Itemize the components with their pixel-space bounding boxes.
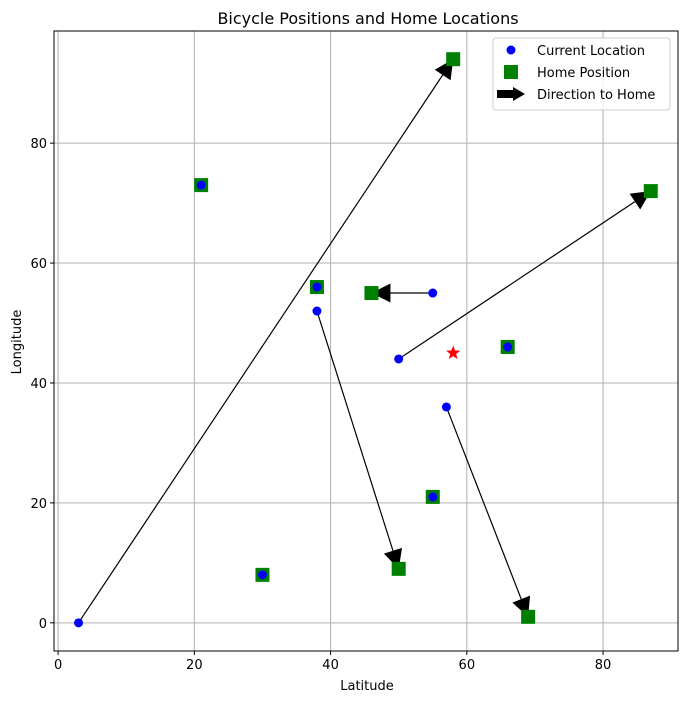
tick-layer: 0 20 40 60 80 0 20 40 60 80	[30, 137, 611, 673]
direction-arrow	[445, 406, 531, 617]
home-position-marker	[364, 286, 379, 301]
current-markers-layer	[74, 180, 513, 628]
direction-arrow	[78, 59, 454, 624]
current-location-marker	[428, 492, 438, 502]
direction-arrow	[371, 283, 433, 303]
y-tick-label: 20	[30, 497, 47, 512]
legend-label: Direction to Home	[537, 88, 655, 103]
current-location-marker	[257, 570, 267, 580]
arrow-head	[371, 283, 391, 303]
legend-box	[492, 37, 671, 111]
arrows-layer	[78, 59, 651, 624]
current-location-marker	[503, 342, 513, 352]
current-location-marker	[312, 306, 322, 316]
home-markers-layer	[194, 52, 658, 624]
red-star-marker	[446, 345, 461, 360]
grid-lines	[54, 31, 678, 651]
legend: Current Location Home Position Direction t…	[492, 37, 671, 111]
legend-label: Current Location	[537, 44, 645, 59]
home-position-marker	[521, 609, 536, 624]
arrow-shaft	[398, 201, 636, 360]
current-location-marker	[428, 288, 438, 298]
x-tick-label: 0	[54, 658, 62, 673]
current-location-marker	[312, 282, 322, 292]
current-location-marker	[441, 402, 451, 412]
y-tick-label: 60	[30, 257, 47, 272]
current-location-marker	[74, 618, 84, 628]
x-tick-label: 60	[459, 658, 476, 673]
x-tick-label: 20	[186, 658, 203, 673]
legend-marker-arrow	[497, 87, 525, 101]
home-position-marker	[446, 52, 461, 67]
arrow-shaft	[316, 310, 394, 551]
direction-arrow	[398, 191, 651, 360]
legend-marker-square	[504, 65, 518, 79]
current-location-marker	[196, 180, 206, 190]
legend-marker-circle	[506, 45, 516, 55]
y-axis-label: Longitude	[10, 310, 25, 375]
star-marker-layer	[446, 345, 461, 360]
x-tick-label: 40	[322, 658, 339, 673]
x-axis-label: Latitude	[340, 679, 394, 694]
y-tick-label: 0	[39, 617, 47, 632]
y-tick-label: 40	[30, 377, 47, 392]
y-tick-label: 80	[30, 137, 47, 152]
arrow-shaft	[445, 406, 522, 600]
direction-arrow	[316, 310, 403, 569]
current-location-marker	[394, 354, 404, 364]
legend-label: Home Position	[537, 66, 630, 81]
home-position-marker	[643, 184, 658, 199]
plot-frame	[53, 30, 679, 652]
chart-title: Bicycle Positions and Home Locations	[217, 9, 518, 28]
home-position-marker	[391, 561, 406, 576]
x-tick-label: 80	[595, 658, 612, 673]
arrow-shaft	[78, 74, 444, 624]
